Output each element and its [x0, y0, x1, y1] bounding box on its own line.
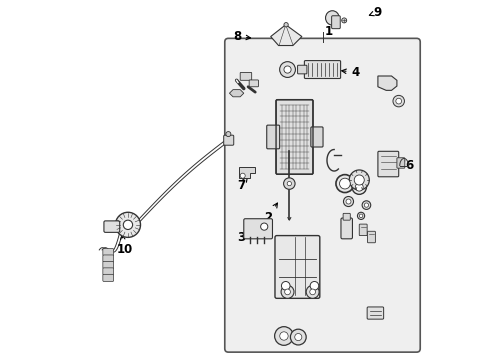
Polygon shape — [239, 167, 255, 178]
FancyBboxPatch shape — [104, 221, 120, 232]
Circle shape — [283, 178, 294, 189]
Circle shape — [343, 197, 353, 207]
Circle shape — [346, 199, 350, 204]
Circle shape — [279, 62, 295, 77]
Text: 4: 4 — [341, 66, 359, 79]
Circle shape — [281, 285, 293, 298]
Circle shape — [341, 18, 346, 23]
Text: 2: 2 — [263, 203, 277, 224]
FancyBboxPatch shape — [224, 39, 419, 352]
Circle shape — [123, 220, 132, 229]
Polygon shape — [377, 76, 396, 90]
Polygon shape — [229, 90, 244, 97]
FancyBboxPatch shape — [297, 65, 306, 74]
Circle shape — [362, 201, 370, 210]
FancyBboxPatch shape — [249, 80, 258, 87]
Circle shape — [225, 132, 230, 136]
Text: 9: 9 — [368, 6, 381, 19]
Circle shape — [115, 212, 140, 237]
Circle shape — [353, 175, 364, 185]
FancyBboxPatch shape — [396, 158, 404, 168]
Circle shape — [309, 289, 315, 295]
Circle shape — [335, 175, 353, 193]
FancyBboxPatch shape — [244, 219, 272, 239]
Circle shape — [284, 23, 287, 27]
FancyBboxPatch shape — [102, 268, 113, 275]
Circle shape — [305, 285, 319, 298]
Text: 10: 10 — [116, 235, 132, 256]
FancyBboxPatch shape — [367, 231, 375, 243]
Circle shape — [364, 203, 368, 207]
Text: 6: 6 — [399, 159, 413, 172]
FancyBboxPatch shape — [102, 261, 113, 269]
FancyBboxPatch shape — [276, 100, 312, 174]
Circle shape — [339, 178, 349, 189]
Text: 1: 1 — [324, 25, 332, 38]
FancyBboxPatch shape — [340, 218, 352, 239]
FancyBboxPatch shape — [274, 235, 319, 298]
Circle shape — [348, 170, 368, 190]
Circle shape — [351, 180, 366, 194]
FancyBboxPatch shape — [102, 248, 113, 256]
FancyBboxPatch shape — [102, 274, 113, 282]
FancyBboxPatch shape — [304, 60, 340, 78]
Circle shape — [274, 327, 293, 345]
FancyBboxPatch shape — [331, 16, 340, 29]
Circle shape — [309, 282, 318, 290]
Ellipse shape — [325, 11, 339, 25]
FancyBboxPatch shape — [377, 151, 398, 177]
Circle shape — [279, 332, 287, 340]
FancyBboxPatch shape — [310, 127, 323, 147]
Circle shape — [284, 66, 290, 73]
Circle shape — [359, 214, 362, 218]
Circle shape — [240, 173, 244, 178]
FancyBboxPatch shape — [359, 224, 366, 235]
FancyBboxPatch shape — [240, 72, 251, 80]
Circle shape — [286, 181, 291, 186]
Circle shape — [281, 282, 289, 290]
Text: 8: 8 — [232, 30, 250, 43]
FancyBboxPatch shape — [223, 135, 233, 145]
Circle shape — [392, 95, 404, 107]
Text: 7: 7 — [236, 177, 247, 192]
Circle shape — [294, 333, 301, 341]
FancyBboxPatch shape — [102, 255, 113, 262]
Polygon shape — [270, 25, 301, 45]
FancyBboxPatch shape — [343, 213, 349, 220]
Circle shape — [357, 212, 364, 220]
FancyBboxPatch shape — [366, 307, 383, 319]
Circle shape — [395, 98, 401, 104]
Text: 5: 5 — [341, 221, 352, 235]
FancyBboxPatch shape — [266, 125, 279, 149]
Circle shape — [284, 289, 290, 295]
Circle shape — [355, 183, 363, 191]
Text: 3: 3 — [237, 227, 250, 244]
Circle shape — [290, 329, 305, 345]
Circle shape — [260, 223, 267, 230]
